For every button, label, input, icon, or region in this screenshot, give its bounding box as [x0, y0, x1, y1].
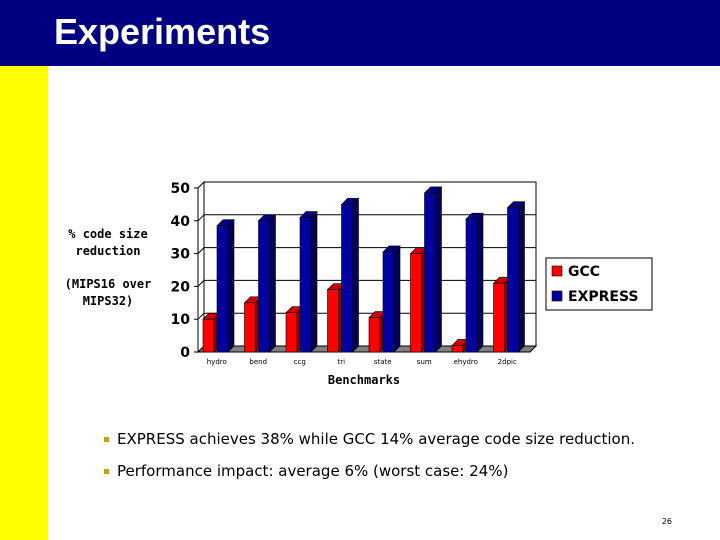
x-tick-label: sum: [417, 358, 432, 366]
page-number: 26: [661, 517, 672, 526]
bar: [410, 253, 422, 353]
x-tick-label: tri: [337, 358, 345, 366]
bar-side: [269, 214, 276, 353]
bullet-text: Performance impact: average 6% (worst ca…: [117, 462, 509, 480]
bar: [382, 251, 395, 353]
y-tick-label: 20: [171, 279, 191, 295]
x-tick-label: bend: [249, 358, 267, 366]
bar: [244, 302, 256, 353]
gridline: [197, 312, 205, 320]
title-bar: Experiments: [0, 0, 720, 66]
bar: [202, 318, 215, 353]
x-axis-label: Benchmarks: [328, 373, 400, 387]
y-axis-label-line: (MIPS16 over: [64, 277, 152, 291]
bar-side: [476, 212, 484, 353]
legend: [545, 257, 653, 311]
slide-title: Experiments: [54, 11, 271, 52]
legend-swatch: [551, 290, 563, 302]
y-axis-label-line: % code size: [68, 227, 148, 241]
legend-label: EXPRESS: [568, 289, 639, 305]
x-tick-label: ccg: [294, 358, 306, 366]
bar-side: [227, 218, 235, 353]
bar-side: [310, 210, 318, 353]
y-tick-label: 40: [171, 214, 191, 230]
side-bar: [0, 66, 48, 540]
gridline: [197, 214, 205, 222]
bar: [327, 289, 339, 353]
bar-side: [393, 245, 401, 353]
bullet-icon: [104, 436, 109, 442]
x-tick-label: ehydro: [454, 358, 478, 366]
y-axis-label: % code size reduction (MIPS16 over MIPS3…: [58, 226, 158, 310]
x-tick-label: hydro: [207, 358, 227, 366]
y-tick-label: 50: [171, 181, 191, 197]
bar: [465, 218, 478, 353]
y-axis-label-line: reduction: [75, 244, 141, 258]
bullet-text: EXPRESS achieves 38% while GCC 14% avera…: [117, 430, 636, 448]
bullet-list: EXPRESS achieves 38% while GCC 14% avera…: [104, 430, 635, 494]
bar: [285, 312, 298, 353]
bar: [368, 317, 381, 353]
bar: [299, 217, 312, 353]
y-tick-label: 30: [171, 247, 191, 263]
gridline: [197, 247, 205, 254]
gridline: [197, 280, 205, 287]
y-tick-label: 10: [171, 312, 191, 328]
bullet-item: Performance impact: average 6% (worst ca…: [104, 462, 635, 480]
bar: [424, 192, 436, 353]
bar: [216, 225, 229, 353]
bar: [507, 207, 519, 353]
bar-side: [518, 200, 525, 353]
bullet-icon: [104, 468, 109, 474]
x-tick-label: 2dpic: [498, 358, 517, 366]
legend-swatch: [551, 265, 563, 277]
bar-side: [352, 197, 359, 353]
bullet-item: EXPRESS achieves 38% while GCC 14% avera…: [104, 430, 635, 448]
bar: [341, 204, 353, 353]
bar: [493, 282, 505, 353]
bar: [451, 345, 464, 353]
bar: [258, 220, 270, 353]
legend-label: GCC: [568, 264, 600, 280]
bar-side: [435, 186, 442, 353]
y-axis-label-line: MIPS32): [82, 294, 134, 308]
bar-chart: 0 10 20 30 40 50 hydro bend ccg tri state sum ehydro…: [171, 180, 653, 387]
x-tick-label: state: [374, 358, 392, 366]
gridline: [197, 181, 205, 189]
y-tick-label: 0: [180, 345, 190, 361]
